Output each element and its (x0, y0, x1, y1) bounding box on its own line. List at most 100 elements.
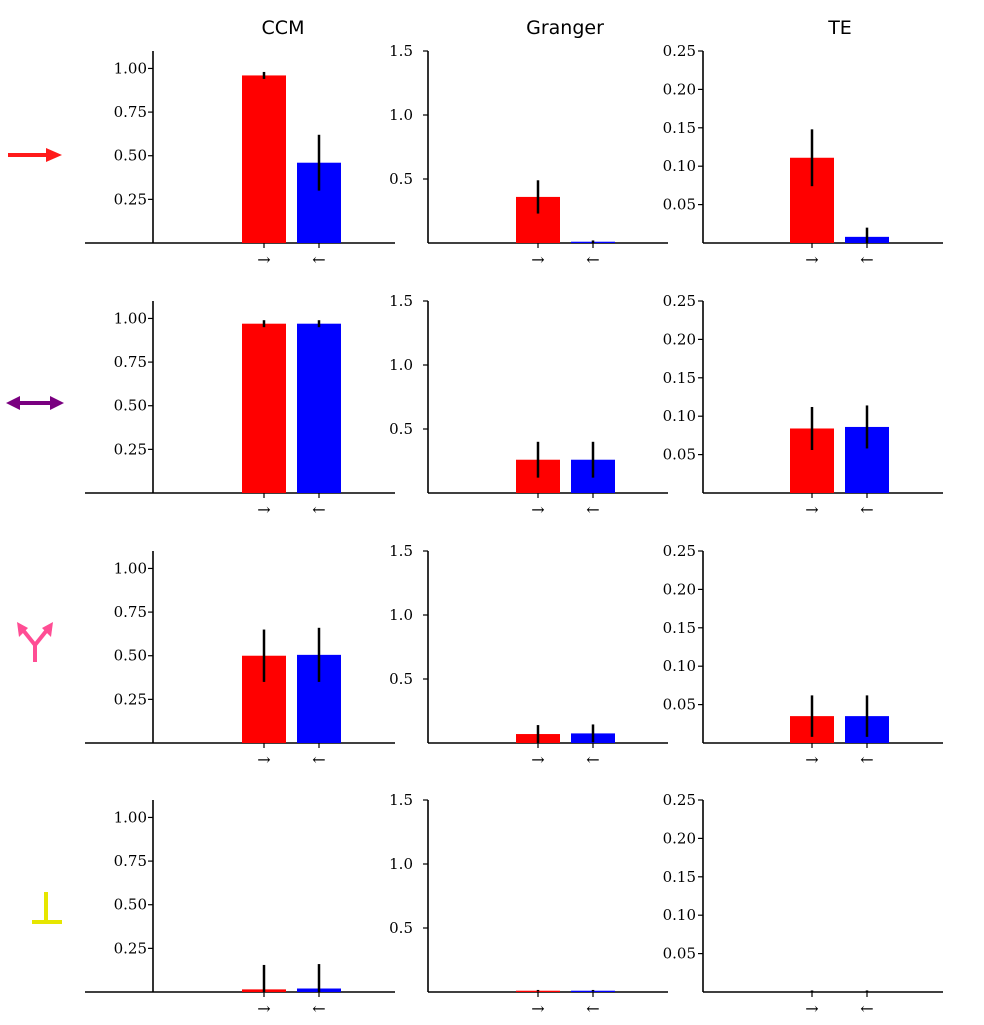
panel-independent-te (810, 990, 869, 992)
y-tick-label: 0.10 (663, 407, 696, 425)
x-tick-label: → (257, 999, 270, 1018)
axes-bidirectional-granger: 0.5 1.0 1.5 → ← (389, 292, 668, 519)
panel-unidirectional-granger (516, 180, 615, 243)
y-tick-label: 0.10 (663, 657, 696, 675)
bar-forward (242, 323, 286, 493)
y-tick-label: 0.25 (663, 791, 696, 809)
y-tick-label: 0.25 (114, 939, 147, 957)
column-title-te: TE (827, 17, 852, 39)
y-tick-label: 0.75 (114, 852, 147, 870)
x-tick-label: ← (312, 999, 325, 1018)
y-tick-label: 1.5 (389, 292, 413, 310)
double-arrow-head-left (6, 396, 20, 410)
y-tick-label: 0.15 (663, 619, 696, 637)
y-tick-label: 0.20 (663, 580, 696, 598)
axes-independent-te: 0.05 0.10 0.15 0.20 0.25 → ← (663, 791, 943, 1018)
x-tick-label: ← (312, 500, 325, 519)
y-tick-label: 0.50 (114, 647, 147, 665)
y-tick-label: 0.25 (663, 542, 696, 560)
y-tick-label: 0.5 (389, 919, 413, 937)
panel-unidirectional-te (790, 129, 889, 243)
y-tick-label: 0.25 (114, 690, 147, 708)
y-tick-label: 1.00 (114, 808, 147, 826)
x-tick-label: ← (586, 999, 599, 1018)
y-tick-label: 1.00 (114, 559, 147, 577)
y-tick-label: 0.25 (663, 292, 696, 310)
x-tick-label: ← (312, 250, 325, 269)
converging-arrows-icon (17, 622, 53, 662)
bar-backward (297, 323, 341, 493)
x-tick-label: → (531, 999, 544, 1018)
x-tick-label: → (257, 500, 270, 519)
panel-independent-granger (516, 989, 615, 992)
y-tick-label: 1.0 (389, 106, 413, 124)
y-tick-label: 0.50 (114, 896, 147, 914)
column-title-ccm: CCM (262, 17, 305, 39)
x-tick-label: → (805, 500, 818, 519)
x-tick-label: ← (860, 500, 873, 519)
y-tick-label: 0.75 (114, 603, 147, 621)
converging-arrows-head-right (42, 622, 53, 637)
column-title-granger: Granger (526, 17, 604, 39)
y-tick-label: 0.50 (114, 397, 147, 415)
y-tick-label: 1.0 (389, 606, 413, 624)
y-tick-label: 1.00 (114, 59, 147, 77)
double-arrow-icon (6, 396, 64, 410)
x-tick-label: ← (860, 999, 873, 1018)
panel-unidirectional-ccm (242, 71, 341, 243)
y-tick-label: 0.75 (114, 353, 147, 371)
y-tick-label: 0.25 (663, 42, 696, 60)
axes-bidirectional-te: 0.05 0.10 0.15 0.20 0.25 → ← (663, 292, 943, 519)
converging-arrows-head-left (17, 622, 28, 637)
y-tick-label: 0.25 (114, 440, 147, 458)
y-tick-label: 0.5 (389, 670, 413, 688)
y-tick-label: 1.5 (389, 791, 413, 809)
panel-bidirectional-te (790, 405, 889, 493)
bar-forward (242, 75, 286, 243)
right-arrow-icon (8, 148, 62, 162)
y-tick-label: 0.15 (663, 868, 696, 886)
y-tick-label: 0.15 (663, 369, 696, 387)
axes-independent-granger: 0.5 1.0 1.5 → ← (389, 791, 668, 1018)
x-tick-label: ← (586, 750, 599, 769)
perpendicular-icon (32, 892, 62, 924)
panel-independent-ccm (242, 964, 341, 992)
y-tick-label: 0.05 (663, 196, 696, 214)
y-tick-label: 1.0 (389, 356, 413, 374)
y-tick-label: 0.05 (663, 696, 696, 714)
axes-bidirectional-ccm: 0.25 0.50 0.75 1.00 → ← (85, 301, 395, 519)
x-tick-label: ← (312, 750, 325, 769)
panel-bidirectional-granger (516, 441, 615, 493)
double-arrow-head-right (50, 396, 64, 410)
panel-bidirectional-ccm (242, 320, 341, 493)
axes-common_driver-te: 0.05 0.10 0.15 0.20 0.25 → ← (663, 542, 943, 769)
y-tick-label: 0.05 (663, 945, 696, 963)
y-tick-label: 0.20 (663, 330, 696, 348)
axes-unidirectional-ccm: 0.25 0.50 0.75 1.00 → ← (85, 51, 395, 269)
y-tick-label: 1.5 (389, 42, 413, 60)
y-tick-label: 0.20 (663, 80, 696, 98)
right-arrow-head (46, 148, 62, 162)
y-tick-label: 0.15 (663, 119, 696, 137)
x-tick-label: ← (586, 500, 599, 519)
y-tick-label: 0.5 (389, 420, 413, 438)
x-tick-label: → (257, 250, 270, 269)
x-tick-label: ← (860, 250, 873, 269)
chart-panels: 0.25 0.50 0.75 1.00 → ← 0.5 1.0 1.5 → ← 0.05 0.10 0.1… (85, 42, 943, 1018)
converging-arrows-stem (21, 628, 49, 662)
y-tick-label: 1.00 (114, 309, 147, 327)
x-tick-label: ← (860, 750, 873, 769)
panel-common_driver-te (790, 695, 889, 743)
axes-unidirectional-granger: 0.5 1.0 1.5 → ← (389, 42, 668, 269)
y-tick-label: 0.50 (114, 147, 147, 165)
panel-common_driver-ccm (242, 627, 341, 743)
y-tick-label: 0.25 (114, 190, 147, 208)
y-tick-label: 1.5 (389, 542, 413, 560)
x-tick-label: → (531, 750, 544, 769)
x-tick-label: → (805, 999, 818, 1018)
y-tick-label: 0.10 (663, 906, 696, 924)
axes-common_driver-ccm: 0.25 0.50 0.75 1.00 → ← (85, 551, 395, 769)
y-tick-label: 1.0 (389, 855, 413, 873)
panel-common_driver-granger (516, 724, 615, 743)
